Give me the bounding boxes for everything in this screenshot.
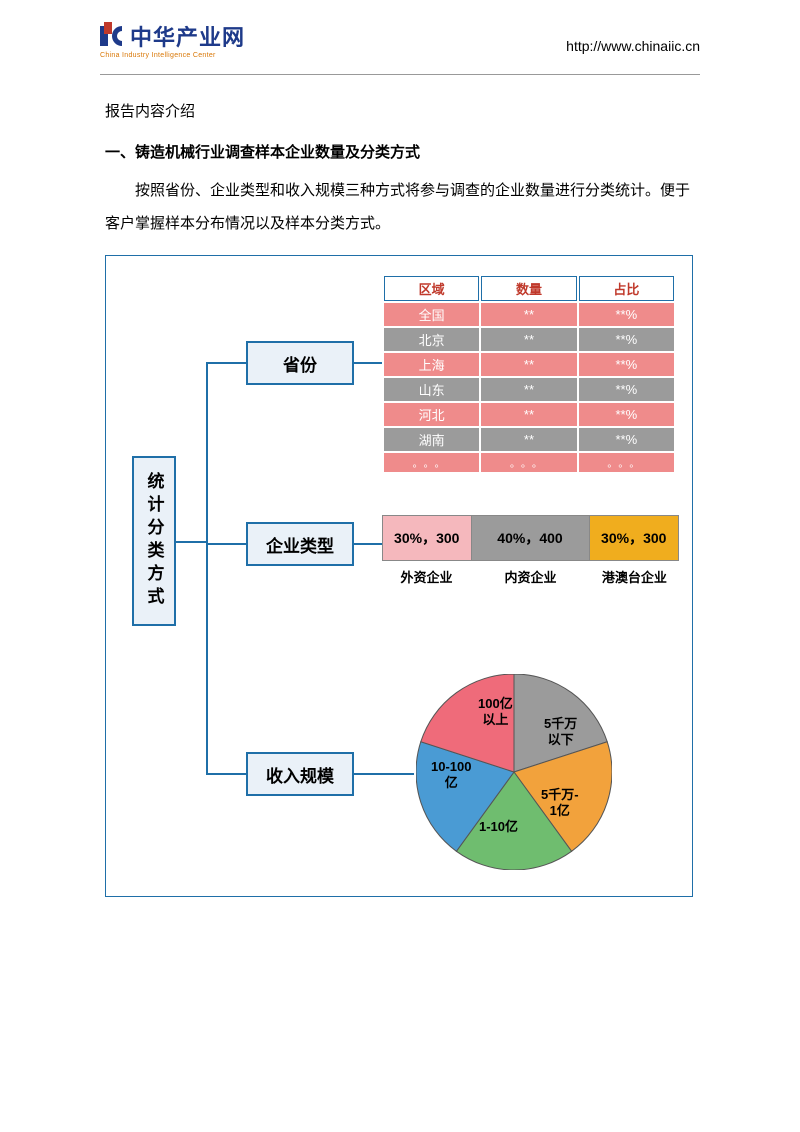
table-cell: **% bbox=[579, 378, 674, 401]
connector bbox=[206, 362, 208, 774]
province-table: 区域数量占比 全国****%北京****%上海****%山东****%河北***… bbox=[382, 274, 676, 474]
table-row: 湖南****% bbox=[384, 428, 674, 451]
diagram-container: 统计分类方式 省份 企业类型 收入规模 区域数量占比 全国****%北京****… bbox=[105, 255, 693, 897]
connector bbox=[206, 543, 246, 545]
table-body: 全国****%北京****%上海****%山东****%河北****%湖南***… bbox=[384, 303, 674, 472]
table-cell: 。。。 bbox=[384, 453, 479, 472]
table-cell: ** bbox=[481, 378, 576, 401]
etype-bar: 30%，300 bbox=[383, 516, 472, 560]
table-header-cell: 占比 bbox=[579, 276, 674, 301]
table-cell: 。。。 bbox=[579, 453, 674, 472]
connector bbox=[354, 773, 414, 775]
section-title: 一、铸造机械行业调查样本企业数量及分类方式 bbox=[105, 141, 695, 162]
branch-type: 企业类型 bbox=[246, 522, 354, 566]
etype-bar-label: 港澳台企业 bbox=[590, 567, 679, 586]
table-cell: 全国 bbox=[384, 303, 479, 326]
report-title: 报告内容介绍 bbox=[105, 100, 695, 121]
table-row: 全国****% bbox=[384, 303, 674, 326]
etype-bar: 30%，300 bbox=[590, 516, 679, 560]
description: 按照省份、企业类型和收入规模三种方式将参与调查的企业数量进行分类统计。便于客户掌… bbox=[105, 174, 695, 240]
logo-icon bbox=[100, 22, 130, 50]
table-cell: 湖南 bbox=[384, 428, 479, 451]
pie-chart: 5千万以下5千万-1亿1-10亿10-100亿100亿以上 bbox=[416, 674, 612, 875]
etype-bars: 30%，30040%，40030%，300 bbox=[382, 515, 679, 561]
table-row: 山东****% bbox=[384, 378, 674, 401]
root-node: 统计分类方式 bbox=[132, 456, 176, 626]
logo-subtitle: China Industry Intelligence Center bbox=[100, 52, 275, 59]
table-header-cell: 数量 bbox=[481, 276, 576, 301]
logo-text: 中华产业网 bbox=[130, 20, 245, 52]
logo: 中华产业网 China Industry Intelligence Center bbox=[100, 20, 275, 59]
enterprise-type-chart: 30%，30040%，40030%，300 外资企业内资企业港澳台企业 bbox=[382, 515, 679, 586]
table-cell: ** bbox=[481, 303, 576, 326]
table-cell: ** bbox=[481, 428, 576, 451]
table-cell: 上海 bbox=[384, 353, 479, 376]
connector bbox=[206, 362, 246, 364]
table-cell: ** bbox=[481, 403, 576, 426]
logo-top: 中华产业网 bbox=[100, 20, 275, 52]
etype-bar-label: 外资企业 bbox=[382, 567, 471, 586]
table-cell: ** bbox=[481, 328, 576, 351]
table-cell: **% bbox=[579, 428, 674, 451]
branch-revenue: 收入规模 bbox=[246, 752, 354, 796]
table-row: 河北****% bbox=[384, 403, 674, 426]
content-area: 报告内容介绍 一、铸造机械行业调查样本企业数量及分类方式 按照省份、企业类型和收… bbox=[0, 75, 800, 897]
table-cell: ** bbox=[481, 353, 576, 376]
table-cell: 北京 bbox=[384, 328, 479, 351]
connector bbox=[206, 773, 246, 775]
table-cell: 。。。 bbox=[481, 453, 576, 472]
table-cell: 山东 bbox=[384, 378, 479, 401]
pie-svg bbox=[416, 674, 612, 870]
table-row: 。。。。。。。。。 bbox=[384, 453, 674, 472]
table-row: 北京****% bbox=[384, 328, 674, 351]
connector bbox=[176, 541, 206, 543]
table-cell: **% bbox=[579, 328, 674, 351]
table-cell: 河北 bbox=[384, 403, 479, 426]
page-header: 中华产业网 China Industry Intelligence Center… bbox=[0, 0, 800, 69]
etype-bar-label: 内资企业 bbox=[471, 567, 590, 586]
connector bbox=[354, 543, 382, 545]
table-header-cell: 区域 bbox=[384, 276, 479, 301]
etype-labels: 外资企业内资企业港澳台企业 bbox=[382, 567, 679, 586]
branch-province: 省份 bbox=[246, 341, 354, 385]
table-cell: **% bbox=[579, 403, 674, 426]
table-cell: **% bbox=[579, 353, 674, 376]
etype-bar: 40%，400 bbox=[472, 516, 590, 560]
table-cell: **% bbox=[579, 303, 674, 326]
header-url: http://www.chinaiic.cn bbox=[566, 20, 700, 54]
table-row: 上海****% bbox=[384, 353, 674, 376]
connector bbox=[354, 362, 382, 364]
table-header-row: 区域数量占比 bbox=[384, 276, 674, 301]
